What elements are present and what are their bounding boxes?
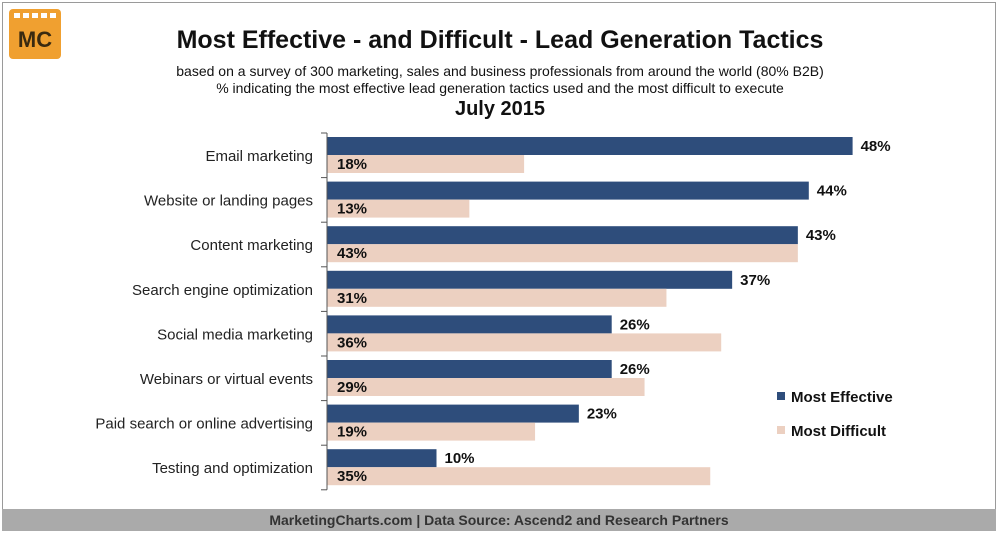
bar-most-effective	[327, 181, 809, 200]
bar-most-difficult	[327, 288, 667, 307]
chart-subtitle-line1: based on a survey of 300 marketing, sale…	[176, 63, 824, 79]
footer-source: MarketingCharts.com | Data Source: Ascen…	[2, 509, 996, 531]
bar-most-effective	[327, 449, 437, 468]
bar-most-difficult	[327, 155, 525, 173]
bar-most-difficult	[327, 333, 722, 352]
data-label-most-effective: 43%	[806, 227, 836, 244]
category-label: Email marketing	[205, 148, 313, 165]
bar-most-effective	[327, 226, 798, 245]
bar-most-difficult	[327, 199, 470, 218]
bar-most-difficult	[327, 422, 536, 441]
bar-most-difficult	[327, 467, 711, 486]
logo-text: MC	[18, 27, 52, 52]
data-label-most-difficult: 18%	[337, 156, 367, 173]
data-label-most-effective: 26%	[620, 361, 650, 378]
data-label-most-effective: 44%	[817, 183, 847, 200]
data-label-most-difficult: 43%	[337, 245, 367, 262]
chart-date: July 2015	[454, 98, 546, 120]
data-label-most-effective: 10%	[445, 450, 475, 467]
category-label: Search engine optimization	[132, 282, 313, 299]
bar-most-effective	[327, 404, 579, 423]
marketingcharts-logo: MC	[9, 9, 61, 59]
data-label-most-effective: 37%	[740, 272, 770, 289]
bar-most-difficult	[327, 378, 645, 396]
chart-title: Most Effective - and Difficult - Lead Ge…	[176, 26, 824, 54]
bar-most-effective	[327, 360, 612, 378]
legend-label-most-effective: Most Effective	[791, 389, 893, 406]
bar-most-effective	[327, 137, 853, 155]
bar-most-effective	[327, 270, 733, 289]
category-label: Social media marketing	[157, 326, 313, 343]
category-label: Website or landing pages	[144, 193, 313, 210]
chart-subtitle-line2: % indicating the most effective lead gen…	[216, 80, 784, 96]
legend-swatch-most-difficult	[777, 426, 785, 434]
data-label-most-difficult: 29%	[337, 379, 367, 396]
data-label-most-difficult: 31%	[337, 290, 367, 307]
category-label: Webinars or virtual events	[140, 371, 313, 388]
category-label: Testing and optimization	[152, 460, 313, 477]
data-label-most-effective: 26%	[620, 316, 650, 333]
category-label: Paid search or online advertising	[95, 416, 313, 433]
data-label-most-effective: 48%	[861, 138, 891, 155]
data-label-most-effective: 23%	[587, 406, 617, 423]
data-label-most-difficult: 13%	[337, 201, 367, 218]
data-label-most-difficult: 35%	[337, 468, 367, 485]
legend-swatch-most-effective	[777, 392, 785, 400]
legend-label-most-difficult: Most Difficult	[791, 423, 886, 440]
category-label: Content marketing	[190, 237, 313, 254]
bar-most-difficult	[327, 244, 798, 263]
bar-most-effective	[327, 315, 612, 334]
data-label-most-difficult: 19%	[337, 424, 367, 441]
data-label-most-difficult: 36%	[337, 334, 367, 351]
